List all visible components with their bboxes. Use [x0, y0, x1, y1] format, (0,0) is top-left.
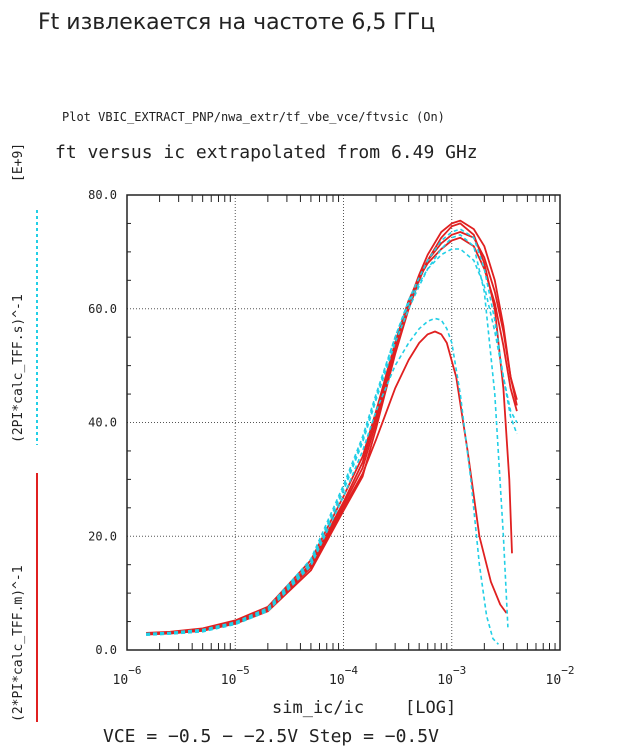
y-scale-label: [E+9] [11, 143, 26, 182]
y-tick-label: 40.0 [88, 416, 117, 430]
ticks [127, 195, 560, 650]
chart-title: Plot VBIC_EXTRACT_PNP/nwa_extr/tf_vbe_vc… [62, 110, 445, 124]
y-tick-label: 80.0 [88, 188, 117, 202]
x-tick-label: 10−3 [437, 664, 466, 688]
x-tick-label: 10−6 [113, 664, 142, 688]
y-tick-label: 0.0 [95, 643, 117, 657]
x-tick-label: 10−5 [221, 664, 250, 688]
grid [127, 195, 560, 650]
measured-series-line [146, 222, 513, 636]
simulated-series-line [146, 248, 518, 635]
chart-subtitle: ft versus ic extrapolated from 6.49 GHz [55, 142, 478, 163]
simulated-series-line [146, 317, 499, 645]
x-tick-label: 10−2 [546, 664, 575, 688]
x-axis-label: sim_ic/ic [272, 698, 364, 718]
measured-series-line [146, 219, 518, 635]
simulated-series-line [146, 228, 518, 635]
x-tick-label: 10−4 [329, 664, 358, 688]
y-axis-label-measured: (2*PI*calc_TFF.m)^-1 [11, 565, 26, 722]
chart-footer: VCE = −0.5 − −2.5V Step = −0.5V [103, 726, 439, 747]
tick-labels: 0.0 20.0 40.0 60.0 80.0 10−6 10−5 10−4 10−3 10−2 [88, 188, 574, 688]
y-tick-label: 20.0 [88, 529, 117, 543]
y-tick-label: 60.0 [88, 302, 117, 316]
measured-series-line [146, 236, 518, 634]
series-layer [146, 219, 518, 645]
y-axis-label-simulated: (2PI*calc_TFF.s)^-1 [11, 294, 26, 443]
x-scale-label: [LOG] [405, 698, 456, 718]
plot-frame [126, 194, 561, 651]
measured-series-line [146, 231, 518, 635]
page-heading: Ft извлекается на частоте 6,5 ГГц [38, 10, 436, 35]
simulated-series-line [146, 234, 509, 636]
measured-series-line [146, 330, 508, 635]
